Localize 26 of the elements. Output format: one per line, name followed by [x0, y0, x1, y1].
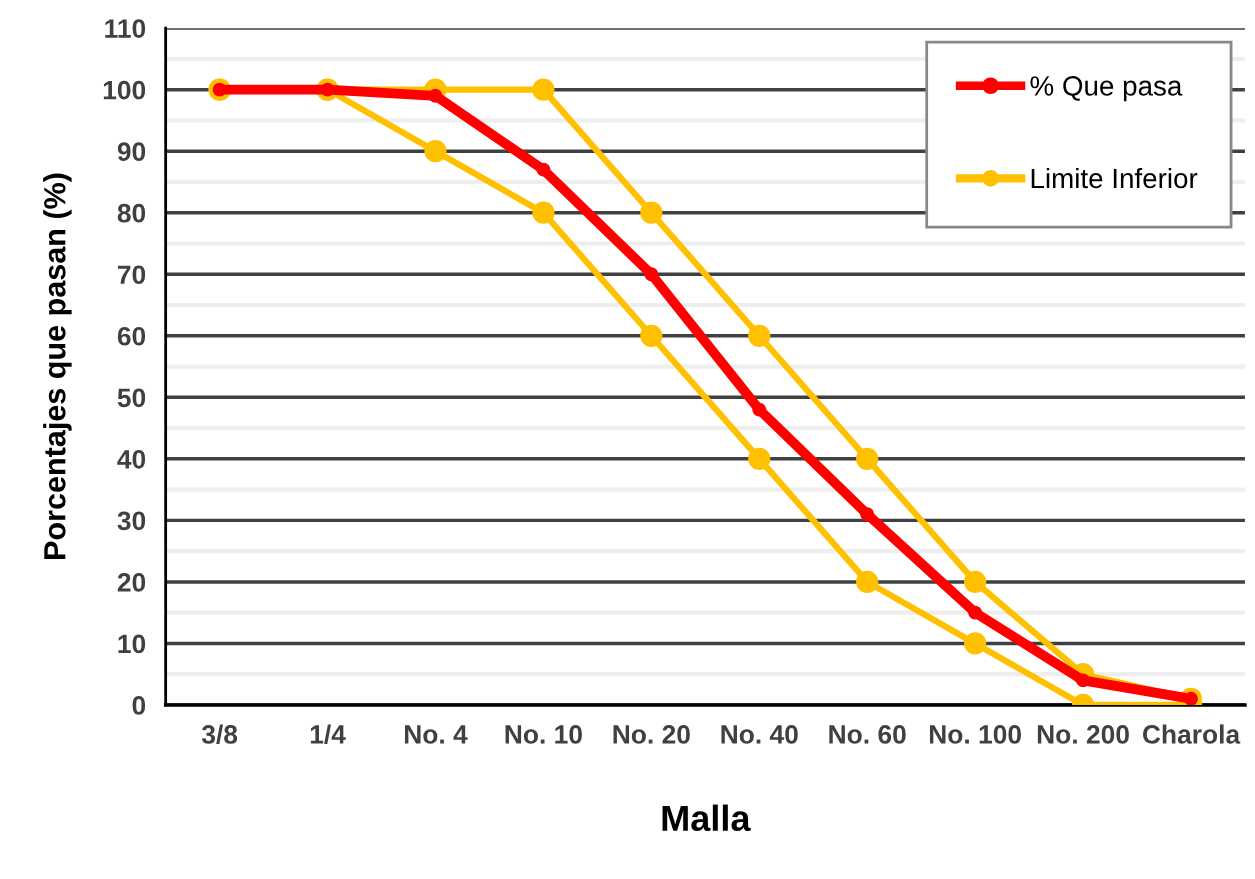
x-tick-label: No. 60	[829, 725, 906, 744]
legend-label: Limite Inferior	[1031, 167, 1198, 189]
x-tick-label: No. 10	[505, 725, 582, 744]
x-tick-label: 3/8	[201, 724, 238, 745]
y-tick-label: 90	[117, 142, 146, 162]
y-tick-label: 40	[117, 449, 146, 469]
y-tick-label: 30	[117, 511, 146, 531]
x-tick-label: 1/4	[310, 724, 346, 745]
y-tick-label: 20	[117, 573, 146, 592]
y-axis-title: Porcentajes que pasan (%)	[43, 173, 72, 559]
x-axis-title: Malla	[662, 804, 751, 832]
x-tick-label: No. 200	[1037, 725, 1129, 744]
y-tick-label: 80	[117, 203, 146, 223]
x-tick-label: No. 4	[404, 725, 468, 744]
y-tick-label: 0	[132, 696, 146, 715]
x-tick-label: Charola	[1142, 724, 1241, 744]
x-tick-label: No. 100	[929, 725, 1021, 744]
x-tick-label: No. 40	[721, 725, 798, 744]
x-tick-label: No. 20	[613, 725, 690, 744]
y-tick-label: 70	[118, 265, 146, 285]
legend-label: % Que pasa	[1030, 76, 1183, 102]
y-tick-label: 60	[117, 326, 146, 346]
y-tick-label: 50	[117, 388, 146, 408]
y-tick-label: 100	[103, 80, 146, 100]
y-tick-label: 10	[118, 634, 146, 654]
y-tick-label: 110	[105, 19, 146, 38]
